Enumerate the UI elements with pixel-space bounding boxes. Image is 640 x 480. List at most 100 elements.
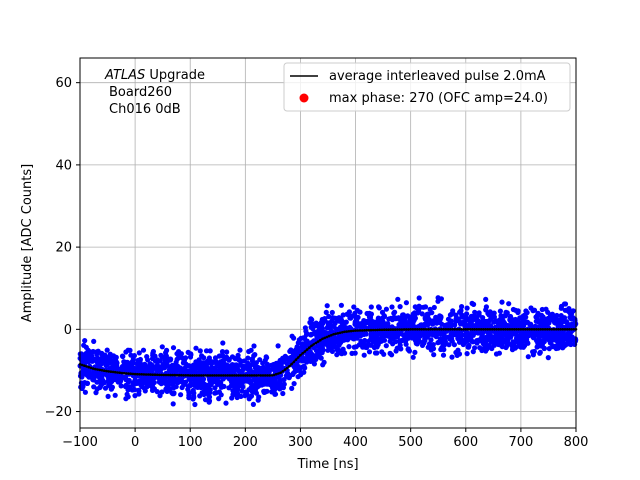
- sample-point: [344, 332, 350, 339]
- average-pulse-marker: [259, 374, 263, 377]
- sample-point: [540, 322, 546, 328]
- average-pulse-marker: [202, 374, 205, 377]
- sample-point: [464, 351, 470, 357]
- average-pulse-marker: [125, 372, 128, 375]
- sample-point: [291, 381, 297, 387]
- sample-point: [499, 340, 505, 346]
- sample-point: [275, 343, 281, 349]
- sample-point: [123, 359, 129, 365]
- sample-point: [295, 374, 301, 380]
- sample-point: [480, 315, 486, 321]
- sample-point: [288, 354, 294, 360]
- x-tick-label: 0: [131, 435, 139, 450]
- sample-point: [235, 352, 241, 358]
- average-pulse-marker: [277, 372, 280, 375]
- sample-point: [522, 330, 528, 337]
- average-pulse-marker: [510, 328, 514, 331]
- sample-point: [389, 304, 395, 310]
- sample-point: [264, 361, 270, 367]
- sample-point: [412, 315, 418, 321]
- sample-point: [154, 367, 160, 373]
- sample-point: [524, 336, 530, 342]
- sample-point: [212, 385, 218, 391]
- sample-point: [337, 324, 344, 330]
- sample-point: [281, 381, 287, 387]
- annotation: ATLAS Upgrade Board260 Ch016 0dB: [104, 68, 205, 117]
- sample-point: [192, 401, 198, 408]
- sample-point: [115, 374, 121, 380]
- sample-point: [410, 354, 416, 360]
- average-pulse-marker: [244, 374, 247, 377]
- sample-point: [531, 307, 538, 313]
- average-pulse-marker: [102, 369, 106, 373]
- sample-point: [301, 335, 307, 341]
- average-pulse-marker: [563, 328, 567, 331]
- sample-point: [316, 350, 322, 356]
- average-pulse-marker: [429, 328, 432, 331]
- sample-point: [91, 338, 97, 344]
- sample-point: [317, 321, 323, 327]
- sample-point: [452, 322, 458, 328]
- average-pulse-marker: [193, 374, 196, 377]
- sample-point: [466, 344, 472, 350]
- legend-entry-average: average interleaved pulse 2.0mA: [329, 69, 546, 84]
- annotation-line2: Board260: [109, 85, 172, 100]
- sample-point: [499, 314, 505, 320]
- average-pulse-marker: [330, 333, 333, 337]
- average-pulse-marker: [208, 374, 212, 377]
- sample-point: [228, 382, 235, 389]
- sample-point: [368, 304, 374, 310]
- average-pulse-marker: [374, 328, 377, 332]
- sample-point: [261, 381, 267, 387]
- average-pulse-marker: [83, 364, 86, 368]
- sample-point: [469, 329, 475, 335]
- sample-point: [169, 381, 176, 387]
- sample-point: [280, 390, 286, 397]
- average-pulse-marker: [233, 374, 236, 377]
- average-pulse-marker: [528, 328, 531, 331]
- sample-point: [567, 314, 573, 320]
- average-pulse-marker: [543, 328, 547, 331]
- sample-point: [469, 318, 475, 324]
- sample-point: [204, 361, 210, 367]
- sample-point: [490, 311, 496, 317]
- sample-point: [333, 338, 339, 344]
- sample-point: [379, 309, 386, 315]
- average-pulse-marker: [164, 373, 168, 377]
- average-pulse-marker: [294, 358, 298, 362]
- sample-point: [190, 368, 196, 375]
- sample-point: [389, 352, 395, 358]
- average-pulse-marker: [109, 370, 113, 374]
- sample-point: [329, 328, 335, 334]
- sample-point: [202, 397, 209, 403]
- average-pulse-marker: [296, 356, 300, 359]
- average-pulse-marker: [554, 328, 558, 331]
- sample-point: [325, 322, 331, 328]
- sample-point: [272, 391, 278, 397]
- average-pulse-marker: [250, 374, 254, 377]
- sample-point: [562, 307, 568, 313]
- sample-point: [471, 301, 477, 307]
- sample-point: [459, 312, 465, 318]
- average-pulse-marker: [270, 374, 274, 377]
- sample-point: [506, 301, 512, 307]
- average-pulse-marker: [241, 374, 245, 377]
- average-pulse-marker: [303, 350, 307, 353]
- y-tick-label: 40: [55, 158, 72, 173]
- sample-point: [224, 349, 230, 355]
- average-pulse-marker: [266, 374, 269, 377]
- average-pulse-marker: [222, 374, 225, 377]
- x-tick-label: 700: [508, 435, 533, 450]
- sample-point: [243, 392, 249, 398]
- y-tick-label: 20: [55, 241, 72, 256]
- sample-point: [297, 366, 303, 372]
- average-pulse-marker: [446, 328, 450, 331]
- average-pulse-marker: [237, 374, 240, 377]
- sample-point: [123, 377, 129, 383]
- sample-point: [109, 353, 115, 359]
- sample-point: [150, 352, 156, 358]
- sample-point: [400, 312, 406, 318]
- average-pulse-marker: [411, 328, 415, 331]
- average-pulse-marker: [449, 328, 452, 331]
